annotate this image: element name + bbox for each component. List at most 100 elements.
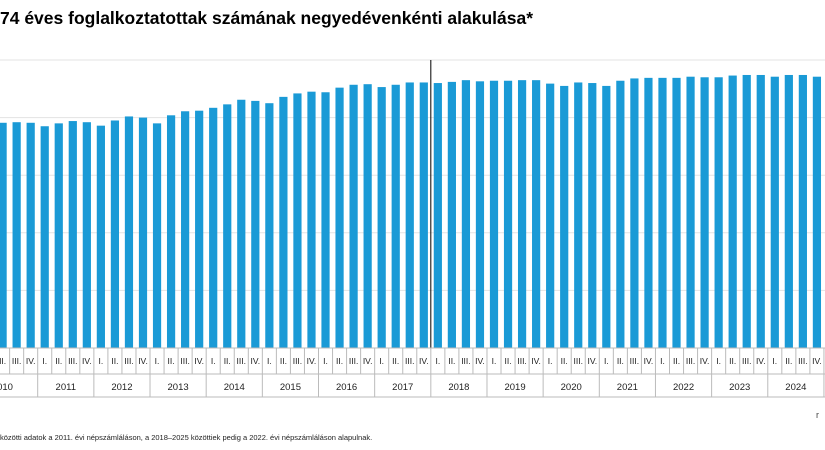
quarter-tick-label: I. xyxy=(155,356,160,366)
quarter-tick-label: IV. xyxy=(82,356,92,366)
quarter-tick-label: IV. xyxy=(700,356,710,366)
bar xyxy=(532,80,541,348)
bar xyxy=(68,121,77,348)
quarter-tick-label: I. xyxy=(435,356,440,366)
bar xyxy=(209,107,218,348)
x-axis: II. III. IV. I. II. III. IV. I. II. III. IV. I. II. I… xyxy=(0,347,825,398)
year-tick-label: 2019 xyxy=(504,382,525,393)
bar xyxy=(602,85,611,349)
quarter-tick-label: I. xyxy=(211,356,216,366)
bar xyxy=(195,110,204,348)
bar xyxy=(503,80,513,349)
year-tick-label: 2013 xyxy=(168,382,189,393)
quarter-tick-label: II. xyxy=(392,356,399,366)
quarter-tick-label: III. xyxy=(461,356,470,366)
bar xyxy=(307,91,316,349)
quarter-tick-label: II. xyxy=(673,356,680,366)
quarter-tick-label: IV. xyxy=(307,356,317,366)
bar xyxy=(181,111,190,348)
quarter-tick-label: I. xyxy=(492,356,497,366)
year-tick-label: 2017 xyxy=(392,382,413,393)
quarter-tick-label: III. xyxy=(630,356,639,366)
bar xyxy=(560,85,569,349)
bar xyxy=(714,77,723,348)
quarter-tick-label: I. xyxy=(99,356,104,366)
bar xyxy=(152,123,162,348)
bar xyxy=(40,126,49,349)
year-tick-label: 2011 xyxy=(56,382,76,393)
quarter-tick-label: I. xyxy=(548,356,553,366)
year-tick-label: 010 xyxy=(0,382,13,393)
year-tick-label: 2018 xyxy=(448,382,469,393)
chart-title: 74 éves foglalkoztatottak számának negye… xyxy=(0,8,534,28)
quarter-tick-label: I. xyxy=(42,356,47,366)
bar xyxy=(96,125,105,348)
quarter-tick-label: IV. xyxy=(587,356,597,366)
bars xyxy=(0,60,822,349)
bar xyxy=(251,100,260,349)
bar xyxy=(770,76,779,348)
quarter-tick-label: I. xyxy=(267,356,272,366)
bar xyxy=(335,87,344,348)
quarter-tick-label: III. xyxy=(124,356,133,366)
bar xyxy=(658,77,667,348)
bar xyxy=(293,93,302,349)
bar xyxy=(812,76,822,348)
quarter-tick-label: III. xyxy=(517,356,526,366)
quarter-tick-label: IV. xyxy=(756,356,766,366)
bar xyxy=(630,78,639,348)
quarter-tick-label: IV. xyxy=(251,356,261,366)
quarter-tick-label: I. xyxy=(604,356,609,366)
quarter-tick-label: III. xyxy=(798,356,807,366)
quarter-tick-label: III. xyxy=(349,356,358,366)
footnote: közötti adatok a 2011. évi népszámláláso… xyxy=(0,433,373,442)
bar xyxy=(644,77,653,348)
bar xyxy=(419,82,428,349)
bar xyxy=(0,122,7,348)
quarter-tick-label: I. xyxy=(379,356,384,366)
quarter-tick-label: II. xyxy=(336,356,343,366)
quarter-tick-label: II. xyxy=(111,356,118,366)
quarter-tick-label: III. xyxy=(293,356,302,366)
quarter-tick-label: III. xyxy=(405,356,414,366)
bar xyxy=(588,83,597,348)
year-tick-label: 2012 xyxy=(111,382,132,393)
quarter-tick-label: III. xyxy=(12,356,21,366)
quarter-tick-label: II. xyxy=(280,356,287,366)
quarter-tick-label: III. xyxy=(237,356,246,366)
bar-chart: II. III. IV. I. II. III. IV. I. II. III. IV. I. II. I… xyxy=(0,59,825,398)
bar xyxy=(756,74,765,348)
bar xyxy=(461,80,471,348)
bar xyxy=(700,77,709,348)
bar xyxy=(377,87,386,349)
bar xyxy=(321,92,330,348)
quarter-tick-label: III. xyxy=(68,356,77,366)
source-fragment: r xyxy=(816,410,819,420)
quarter-tick-label: IV. xyxy=(475,356,485,366)
bar xyxy=(517,80,527,348)
year-tick-label: 2014 xyxy=(224,382,245,393)
bar xyxy=(798,74,807,348)
quarter-tick-label: I. xyxy=(772,356,777,366)
quarter-tick-label: II. xyxy=(448,356,455,366)
bar xyxy=(12,122,21,348)
year-tick-label: 2024 xyxy=(785,382,806,393)
year-tick-label: 2020 xyxy=(561,382,582,393)
quarter-tick-label: II. xyxy=(168,356,175,366)
bar xyxy=(166,115,176,349)
bar xyxy=(489,80,499,349)
bar xyxy=(110,120,120,348)
quarter-tick-label: II. xyxy=(785,356,792,366)
quarter-tick-label: IV. xyxy=(138,356,148,366)
bar xyxy=(433,83,442,348)
bar xyxy=(784,74,793,348)
quarter-tick-label: III. xyxy=(574,356,583,366)
quarter-tick-label: III. xyxy=(742,356,751,366)
bar xyxy=(447,81,456,348)
year-tick-label: 2021 xyxy=(617,382,638,393)
quarter-tick-label: III. xyxy=(180,356,189,366)
quarter-tick-label: II. xyxy=(504,356,511,366)
bar xyxy=(672,77,681,348)
quarter-tick-label: IV. xyxy=(419,356,429,366)
bar xyxy=(124,116,134,348)
